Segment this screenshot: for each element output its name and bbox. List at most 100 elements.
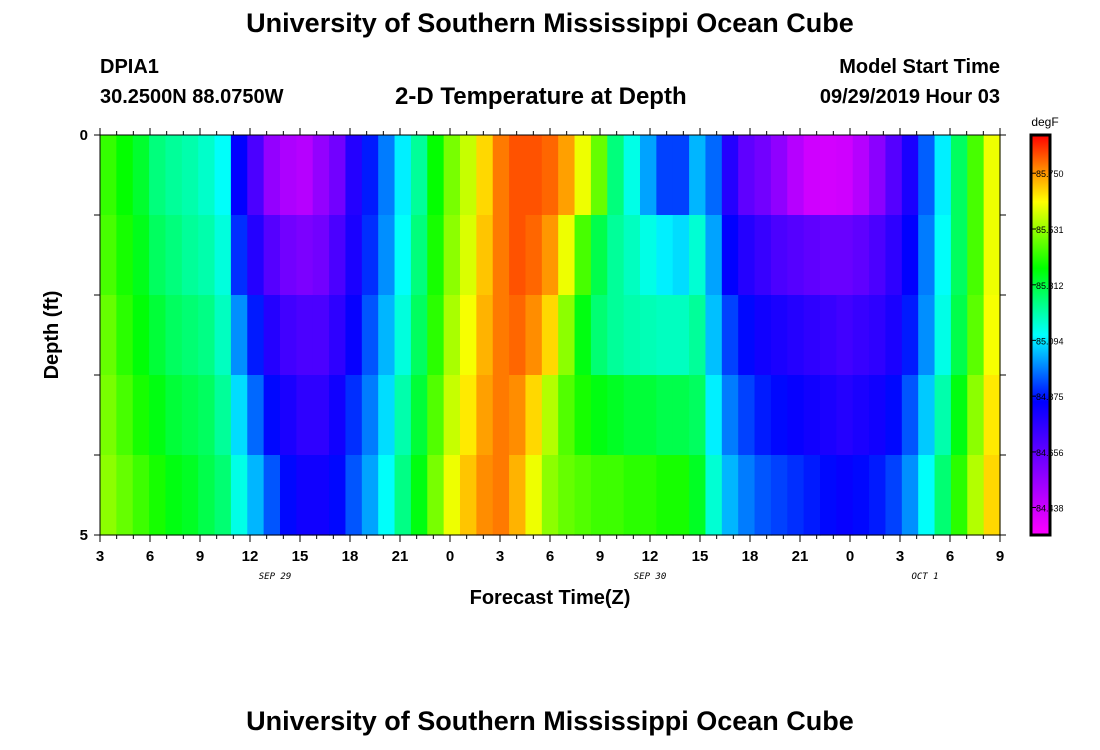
heatmap-cell [738, 455, 756, 536]
heatmap-cell [885, 135, 903, 216]
heatmap-cell [378, 215, 396, 296]
heatmap-cell [312, 215, 330, 296]
heatmap-cell [525, 295, 543, 376]
heatmap-cell [983, 295, 1001, 376]
heatmap-cell [525, 375, 543, 456]
heatmap-cell [149, 135, 167, 216]
heatmap-cell [754, 215, 772, 296]
heatmap-cell [247, 375, 265, 456]
heatmap-cell [754, 375, 772, 456]
heatmap-cell [574, 455, 592, 536]
heatmap-cell [460, 295, 477, 376]
heatmap-cell [230, 135, 248, 216]
heatmap-cell [165, 375, 183, 456]
heatmap-cell [329, 135, 347, 216]
x-tick-label: 15 [292, 548, 309, 565]
colorbar-label: 84.875 [1036, 392, 1064, 402]
heatmap-cell [525, 215, 543, 296]
heatmap-cell [836, 135, 854, 216]
heatmap-cell [558, 135, 576, 216]
heatmap-cell [950, 215, 968, 296]
y-tick-label: 5 [80, 527, 88, 544]
heatmap-cell [296, 135, 314, 216]
heatmap-cell [672, 295, 690, 376]
y-axis-label: Depth (ft) [41, 291, 63, 380]
heatmap-cell [934, 135, 952, 216]
heatmap-cell [967, 295, 985, 376]
heatmap-cell [427, 375, 445, 456]
heatmap-cell [950, 455, 968, 536]
x-tick-label: 6 [146, 548, 154, 565]
heatmap-cell [705, 135, 723, 216]
heatmap-cell [623, 375, 641, 456]
x-tick-label: 18 [742, 548, 759, 565]
heatmap-cell [623, 295, 641, 376]
heatmap-cell [329, 295, 347, 376]
heatmap-cell [492, 295, 510, 376]
heatmap-cell [361, 455, 379, 536]
heatmap-cell [656, 295, 674, 376]
x-tick-label: 12 [242, 548, 259, 565]
heatmap-cell [901, 215, 919, 296]
colorbar-label: 84.438 [1036, 503, 1064, 513]
x-tick-label: 6 [546, 548, 554, 565]
heatmap-cell [214, 215, 232, 296]
heatmap-cell [280, 455, 297, 536]
heatmap-cell [820, 135, 837, 216]
heatmap-cell [460, 375, 477, 456]
heatmap-cell [574, 375, 592, 456]
x-axis: 3 6 9 12 15 18 21 0 3 6 9 12 15 18 21 0 3 6 9 SEP 29 SEP 30 O… [96, 128, 1004, 582]
heatmap-cell [443, 215, 461, 296]
heatmap-cell [329, 375, 347, 456]
heatmap-cell [950, 375, 968, 456]
heatmap-cell [132, 295, 150, 376]
heatmap-cell [656, 215, 674, 296]
colorbar-unit: degF [1031, 115, 1058, 129]
colorbar-label: 84.656 [1036, 448, 1064, 458]
x-axis-label: Forecast Time(Z) [470, 587, 631, 609]
heatmap-cell [656, 455, 674, 536]
x-tick-label: 3 [896, 548, 904, 565]
heatmap-cell [672, 455, 690, 536]
heatmap-cell [132, 135, 150, 216]
heatmap-cell [885, 375, 903, 456]
x-tick-label: 9 [196, 548, 204, 565]
colorbar-gradient [1029, 133, 1052, 537]
heatmap-cell [181, 375, 199, 456]
heatmap-cell [623, 455, 641, 536]
heatmap-cell [165, 135, 183, 216]
heatmap-cell [934, 455, 952, 536]
heatmap-cell [312, 455, 330, 536]
heatmap-cell [901, 455, 919, 536]
heatmap-cell [934, 375, 952, 456]
x-tick-label: 9 [996, 548, 1004, 565]
heatmap-cell [574, 295, 592, 376]
heatmap-cell [149, 455, 167, 536]
heatmap-cell [950, 135, 968, 216]
station-id: DPIA1 [100, 56, 159, 78]
heatmap-cell [590, 375, 608, 456]
heatmap-cell [198, 455, 216, 536]
heatmap-cell [312, 135, 330, 216]
heatmap-cell [427, 135, 445, 216]
heatmap-cell [754, 135, 772, 216]
heatmap-cell [280, 375, 297, 456]
heatmap-cell [476, 215, 494, 296]
heatmap-cell [378, 295, 396, 376]
heatmap-cell [689, 455, 707, 536]
heatmap-cell [918, 375, 936, 456]
heatmap-cell [558, 215, 576, 296]
heatmap-cell [574, 215, 592, 296]
heatmap-cell [836, 215, 854, 296]
heatmap-cell [836, 455, 854, 536]
heatmap-cell [885, 215, 903, 296]
heatmap-cell [770, 215, 788, 296]
heatmap-cell [280, 135, 297, 216]
heatmap-cell [803, 135, 821, 216]
heatmap-cell [329, 455, 347, 536]
heatmap-cell [558, 375, 576, 456]
heatmap-cell [116, 455, 134, 536]
heatmap-cell [263, 135, 281, 216]
heatmap-cell [918, 215, 936, 296]
heatmap-cell [787, 135, 805, 216]
